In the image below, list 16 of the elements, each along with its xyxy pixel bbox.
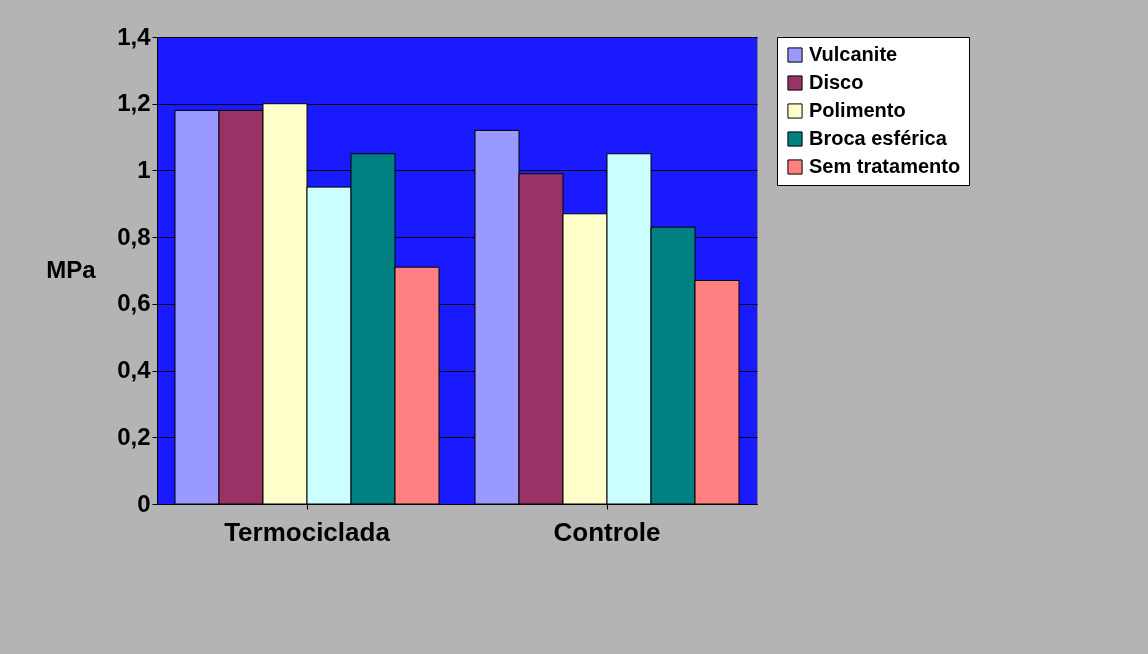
x-tick-label: Termociclada <box>224 516 391 547</box>
y-tick-label: 0,6 <box>117 289 151 317</box>
legend-label: Polimento <box>809 99 906 121</box>
y-tick-label: 1 <box>137 155 151 183</box>
y-tick-label: 0 <box>137 489 151 517</box>
y-tick-label: 0,4 <box>117 356 152 384</box>
y-tick-label: 1,2 <box>117 89 151 117</box>
legend-label: Disco <box>809 71 864 93</box>
legend-label: Vulcanite <box>809 43 898 65</box>
y-tick-label: 1,4 <box>117 22 152 50</box>
legend-label: Broca esférica <box>809 127 948 149</box>
x-tick-label: Controle <box>553 516 661 547</box>
y-tick-label: 0,8 <box>117 222 151 250</box>
y-tick-label: 0,2 <box>117 422 151 450</box>
y-axis-title: MPa <box>46 256 97 283</box>
legend-label: Sem tratamento <box>809 155 961 177</box>
